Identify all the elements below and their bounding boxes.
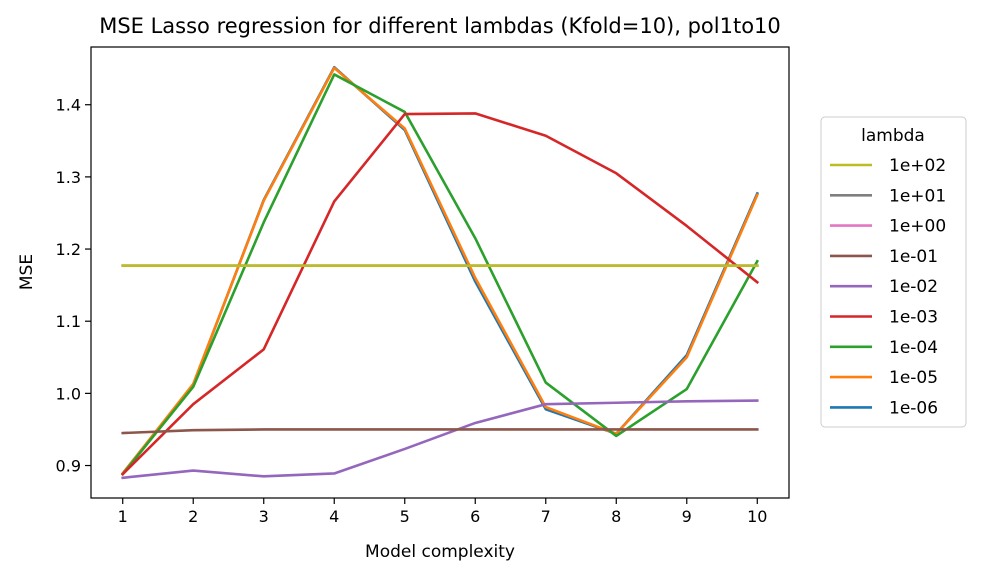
x-tick-label: 7 [541,507,551,526]
legend-items: 1e+02 1e+01 1e+00 1e-01 1e-02 1e-03 1e-04 1e-05… [830,156,946,418]
legend-label-4: 1e-02 [889,277,938,297]
series-line-6 [120,73,760,477]
legend-label-5: 1e-03 [889,308,938,328]
legend: lambda 1e+02 1e+01 1e+00 1e-01 1e-02 1e-03 1e-… [820,116,967,428]
legend-label-6: 1e-04 [889,338,938,358]
plot-lines [120,65,760,480]
x-tick-label: 8 [611,507,621,526]
x-axis-ticks: 1 2 3 4 5 6 7 8 9 10 [118,498,767,526]
x-tick-label: 2 [188,507,198,526]
legend-label-7: 1e-05 [889,368,938,388]
x-tick-label: 9 [682,507,692,526]
y-axis-label: MSE [17,254,37,290]
x-tick-label: 1 [118,507,128,526]
legend-label-0: 1e+02 [889,156,946,176]
y-tick-label: 1.2 [56,240,81,259]
series-line-4 [121,399,759,480]
y-tick-label: 1.0 [56,384,81,403]
y-axis-ticks: 0.9 1.0 1.1 1.2 1.3 1.4 [56,96,91,476]
y-tick-label: 1.1 [56,312,81,331]
chart-title: MSE Lasso regression for different lambd… [99,14,781,38]
series-line-7 [120,66,759,476]
x-tick-label: 3 [259,507,269,526]
legend-label-8: 1e-06 [889,398,938,418]
series-line-5 [120,112,760,477]
y-tick-label: 1.4 [56,96,81,115]
x-axis-label: Model complexity [365,542,515,562]
x-tick-label: 6 [470,507,480,526]
x-tick-label: 10 [747,507,767,526]
legend-label-3: 1e-01 [889,247,938,267]
x-tick-label: 4 [329,507,339,526]
axes-frame [90,46,790,499]
x-tick-label: 5 [400,507,410,526]
legend-label-1: 1e+01 [889,186,946,206]
series-line-3 [121,428,759,435]
legend-title: lambda [861,126,925,146]
y-tick-label: 0.9 [56,457,81,476]
legend-label-2: 1e+00 [889,217,946,237]
y-tick-label: 1.3 [56,168,81,187]
